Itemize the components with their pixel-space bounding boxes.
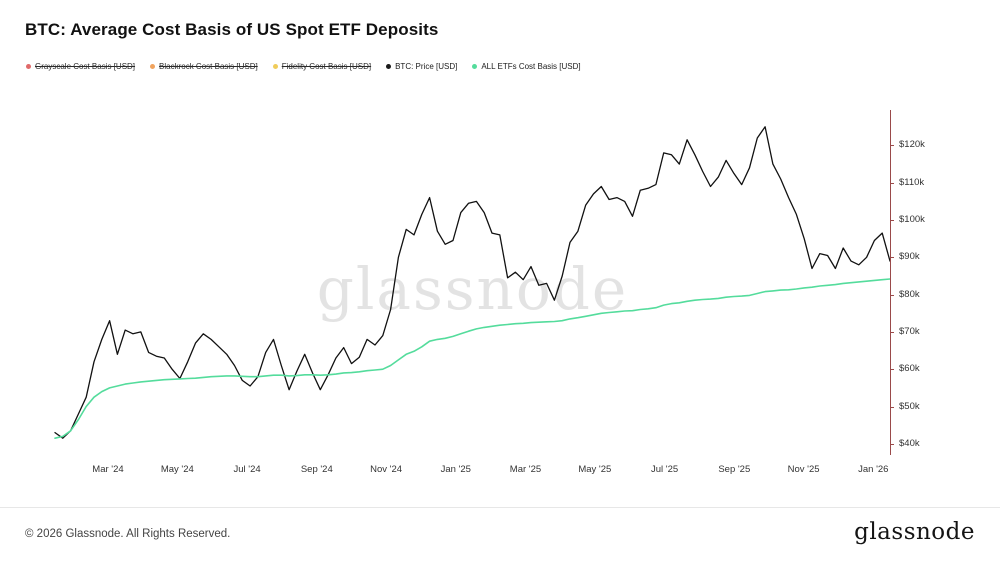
y-tick-mark xyxy=(890,294,894,296)
legend-item-2[interactable]: Fidelity Cost Basis [USD] xyxy=(272,62,372,71)
y-tick-mark xyxy=(890,145,894,147)
x-axis-label: Jan '26 xyxy=(858,464,889,475)
x-axis-label: May '25 xyxy=(578,464,612,475)
y-tick-mark xyxy=(890,406,894,408)
legend-label: BTC: Price [USD] xyxy=(395,62,458,71)
y-axis-label: $90k xyxy=(899,251,920,263)
y-axis-label: $80k xyxy=(899,288,920,300)
page-title: BTC: Average Cost Basis of US Spot ETF D… xyxy=(25,20,439,39)
y-axis-label: $110k xyxy=(899,176,925,188)
y-tick-mark xyxy=(890,257,894,259)
y-tick-mark xyxy=(890,182,894,184)
x-axis-label: Nov '25 xyxy=(787,464,820,475)
y-tick-mark xyxy=(890,369,894,371)
x-axis-label: Mar '25 xyxy=(509,464,542,475)
x-axis-label: Jul '25 xyxy=(651,464,679,475)
legend-color-dot xyxy=(150,64,156,69)
legend-color-dot xyxy=(472,64,478,69)
x-axis-label: Nov '24 xyxy=(370,464,403,475)
footer-copyright: © 2026 Glassnode. All Rights Reserved. xyxy=(25,528,231,540)
legend-item-1[interactable]: Blackrock Cost Basis [USD] xyxy=(150,62,258,71)
x-axis-label: Sep '25 xyxy=(718,464,751,475)
legend-label: Blackrock Cost Basis [USD] xyxy=(159,62,258,71)
legend-color-dot xyxy=(386,64,392,69)
x-axis-label: May '24 xyxy=(160,464,194,475)
y-axis-label: $60k xyxy=(899,363,920,375)
x-axis-label: Jan '25 xyxy=(440,464,471,475)
legend-label: ALL ETFs Cost Basis [USD] xyxy=(481,62,581,71)
chart-svg[interactable] xyxy=(54,110,891,455)
y-axis-label: $70k xyxy=(899,325,920,337)
footer-divider xyxy=(0,507,1000,508)
series-line-1 xyxy=(54,278,891,440)
legend-color-dot xyxy=(272,64,278,69)
series-line-0 xyxy=(54,126,891,439)
legend-color-dot xyxy=(26,64,31,69)
x-axis-label: Jul '24 xyxy=(233,464,261,475)
y-axis-label: $100k xyxy=(899,214,925,225)
legend: Grayscale Cost Basis [USD] Blackrock Cost… xyxy=(26,62,581,71)
y-axis-label: $50k xyxy=(899,400,920,412)
legend-item-3[interactable]: BTC: Price [USD] xyxy=(386,62,457,71)
legend-item-0[interactable]: Grayscale Cost Basis [USD] xyxy=(26,62,135,71)
legend-item-4[interactable]: ALL ETFs Cost Basis [USD] xyxy=(472,62,581,71)
y-axis-label: $120k xyxy=(899,139,925,151)
chart-area[interactable]: glassnode $40k $50k $60k $70k $80k $90k $100k $… xyxy=(54,110,925,475)
x-axis-label: Mar '24 xyxy=(92,464,124,475)
y-tick-mark xyxy=(890,220,894,221)
y-tick-mark xyxy=(890,443,894,445)
legend-label: Fidelity Cost Basis [USD] xyxy=(281,62,372,71)
y-tick-mark xyxy=(890,331,894,333)
glassnode-logo: glassnode xyxy=(854,519,975,545)
y-axis-line xyxy=(890,110,891,455)
y-axis-label: $40k xyxy=(899,437,920,449)
legend-label: Grayscale Cost Basis [USD] xyxy=(35,62,136,71)
x-axis-label: Sep '24 xyxy=(300,464,333,475)
